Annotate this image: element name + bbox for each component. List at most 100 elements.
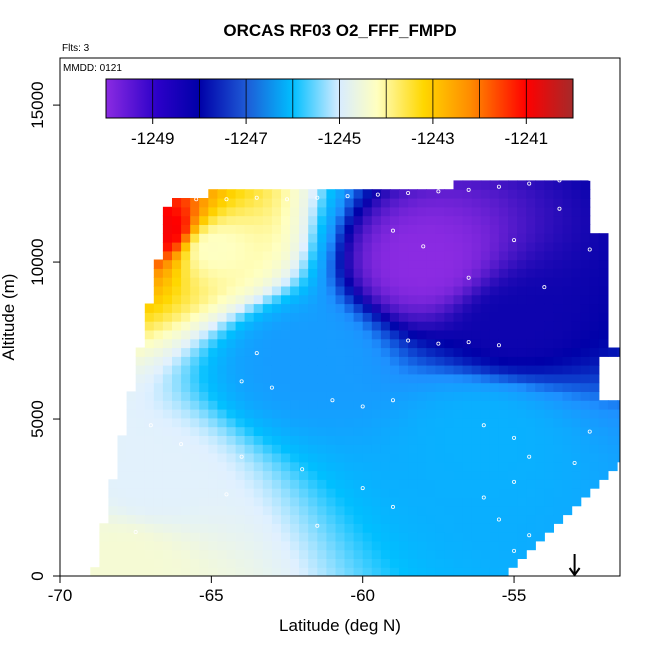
heatmap-cell (399, 505, 409, 516)
heatmap-cell (553, 496, 564, 507)
heatmap-cell (498, 329, 509, 340)
heatmap-cell (208, 329, 218, 340)
heatmap-cell (453, 268, 464, 278)
heatmap-cell (172, 294, 182, 305)
heatmap-cell (190, 444, 200, 454)
heatmap-cell (335, 426, 346, 436)
heatmap-cell (144, 382, 155, 392)
heatmap-cell (335, 409, 346, 419)
heatmap-cell (580, 347, 591, 357)
heatmap-cell (308, 514, 318, 524)
heatmap-cell (371, 321, 382, 331)
heatmap-cell (208, 400, 218, 410)
heatmap-cell (226, 250, 237, 261)
heatmap-cell (172, 277, 182, 287)
heatmap-cell (226, 347, 237, 357)
heatmap-cell (444, 321, 455, 331)
heatmap-cell (480, 294, 491, 305)
heatmap-cell (571, 417, 582, 428)
heatmap-cell (435, 523, 446, 533)
heatmap-cell (244, 505, 255, 516)
heatmap-cell (181, 461, 191, 472)
heatmap-cell (562, 198, 573, 208)
heatmap-cell (380, 224, 391, 234)
heatmap-cell (181, 391, 191, 401)
heatmap-cell (308, 215, 318, 225)
heatmap-cell (589, 268, 600, 278)
heatmap-cell (426, 294, 436, 305)
heatmap-cell (426, 198, 436, 208)
heatmap-cell (553, 224, 564, 234)
heatmap-cell (317, 215, 327, 225)
heatmap-cell (344, 567, 355, 576)
heatmap-cell (553, 206, 564, 217)
heatmap-cell (489, 338, 500, 349)
heatmap-cell (408, 233, 418, 243)
heatmap-cell (199, 532, 209, 542)
heatmap-cell (371, 285, 382, 296)
heatmap-cell (489, 321, 500, 331)
heatmap-cell (526, 505, 536, 516)
heatmap-cell (544, 303, 554, 313)
heatmap-cell (162, 224, 173, 234)
heatmap-cell (399, 303, 409, 313)
heatmap-cell (371, 215, 382, 225)
heatmap-cell (408, 277, 418, 287)
heatmap-cell (544, 180, 554, 190)
heatmap-cell (308, 391, 318, 401)
heatmap-cell (408, 373, 418, 384)
heatmap-cell (580, 285, 591, 296)
heatmap-cell (317, 523, 327, 533)
heatmap-cell (553, 417, 564, 428)
heatmap-cell (535, 312, 545, 322)
heatmap-cell (571, 312, 582, 322)
heatmap-cell (253, 400, 264, 410)
heatmap-cell (353, 514, 364, 524)
heatmap-cell (299, 452, 309, 463)
heatmap-cell (589, 373, 600, 384)
heatmap-cell (589, 259, 600, 269)
heatmap-cell (290, 189, 300, 199)
heatmap-cell (389, 523, 400, 533)
heatmap-cell (417, 198, 427, 208)
heatmap-cell (253, 189, 264, 199)
heatmap-cell (508, 532, 518, 542)
flight-track-points (133, 176, 592, 553)
heatmap-cell (108, 514, 119, 524)
heatmap-cell (126, 400, 137, 410)
heatmap-cell (508, 356, 518, 366)
heatmap-cell (299, 558, 309, 568)
heatmap-cell (380, 382, 391, 392)
heatmap-cell (308, 540, 318, 551)
heatmap-cell (353, 206, 364, 217)
heatmap-cell (153, 373, 164, 384)
heatmap-cell (371, 479, 382, 489)
heatmap-cell (544, 268, 554, 278)
heatmap-cell (308, 189, 318, 199)
heatmap-cell (553, 435, 564, 445)
heatmap-cell (353, 540, 364, 551)
heatmap-cell (389, 435, 400, 445)
heatmap-cell (281, 329, 291, 340)
heatmap-cell (371, 567, 382, 576)
heatmap-cell (172, 242, 182, 252)
heatmap-cell (571, 189, 582, 199)
heatmap-cell (162, 338, 173, 349)
heatmap-cell (399, 417, 409, 428)
heatmap-cell (353, 373, 364, 384)
heatmap-cell (480, 470, 491, 480)
heatmap-cell (489, 549, 500, 559)
heatmap-cell (208, 479, 218, 489)
heatmap-cell (153, 426, 164, 436)
heatmap-cell (417, 189, 427, 199)
heatmap-cell (217, 426, 228, 436)
heatmap-cell (444, 198, 455, 208)
heatmap-cell (235, 505, 246, 516)
heatmap-cell (435, 250, 446, 261)
heatmap-cell (453, 356, 464, 366)
heatmap-cell (389, 312, 400, 322)
heatmap-cell (453, 224, 464, 234)
heatmap-cell (153, 356, 164, 366)
heatmap-cell (317, 444, 327, 454)
heatmap-cell (253, 514, 264, 524)
